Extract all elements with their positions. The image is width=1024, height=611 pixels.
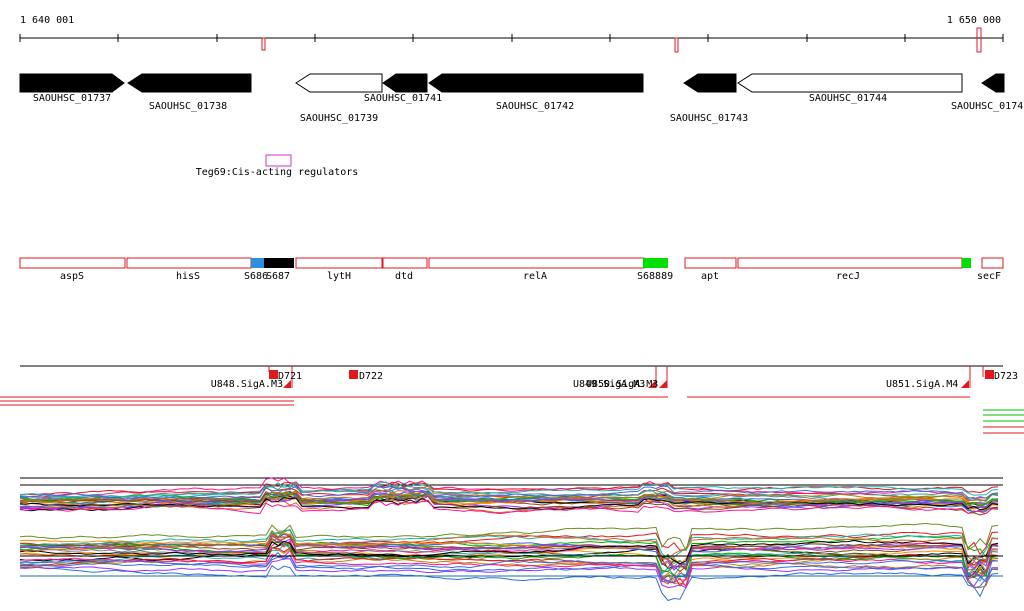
regulator-label: Teg69:Cis-acting regulators: [196, 167, 359, 178]
ruler-start-label: 1 640 001: [20, 15, 74, 26]
gene-arrow[interactable]: [295, 73, 383, 93]
expression-profile-line: [19, 543, 999, 578]
expression-profile-line: [19, 477, 999, 501]
expression-profile-line: [19, 534, 999, 571]
gene-label: SAOUHSC_01741: [364, 93, 442, 104]
gene-label: SAOUHSC_01742: [496, 101, 574, 112]
promoter-label: D722: [359, 371, 383, 382]
expression-profile-line: [19, 564, 999, 602]
ruler: 1 640 001 1 650 000: [19, 15, 1004, 53]
segment-black[interactable]: [264, 258, 294, 268]
operon-box[interactable]: [737, 257, 963, 269]
gene-label: SAOUHSC_0174: [951, 101, 1023, 112]
sigma-site-label: U851.SigA.M4: [886, 379, 958, 390]
operon-label: apt: [701, 271, 719, 282]
promoter-marker[interactable]: [985, 370, 994, 379]
operon-label: S686: [244, 271, 268, 282]
gene-arrow[interactable]: [981, 73, 1005, 93]
operon-label: relA: [523, 271, 547, 282]
expression-profile-line: [19, 485, 999, 504]
sigma-site-marker[interactable]: [961, 380, 969, 388]
promoter-label: D721: [278, 371, 302, 382]
regulator-box[interactable]: [265, 154, 292, 167]
expression-profile-line: [20, 533, 999, 562]
segment-blue[interactable]: [251, 258, 264, 268]
sigma-site-label: U848.SigA.M3: [211, 379, 283, 390]
expression-profile-line: [19, 549, 999, 588]
operon-label: S687: [266, 271, 290, 282]
ruler-markers: [261, 27, 982, 53]
operon-label: lytH: [327, 271, 351, 282]
expression-profile-line: [19, 491, 999, 507]
operon-label: recJ: [836, 271, 860, 282]
expression-profile-line: [19, 492, 998, 512]
expression-profile-line: [19, 539, 999, 565]
operon-box[interactable]: [981, 257, 1004, 269]
operon-box[interactable]: [684, 257, 737, 269]
operon-box[interactable]: [295, 257, 383, 269]
operon-label: secF: [977, 271, 1001, 282]
ruler-end-label: 1 650 000: [947, 15, 1001, 26]
expression-profiles-upper: [19, 477, 999, 516]
gene-arrow[interactable]: [428, 73, 644, 93]
promoter-label: D723: [994, 371, 1018, 382]
operon-box[interactable]: [19, 257, 126, 269]
expression-profile-line: [19, 554, 999, 583]
gene-arrow[interactable]: [737, 73, 963, 93]
gene-track: SAOUHSC_01737 SAOUHSC_01738 SAOUHSC_0173…: [19, 73, 1023, 124]
operon-track: aspS hisS S686 S687 lytH dtd relA S68889…: [19, 257, 1004, 282]
expression-profile-line: [19, 528, 999, 562]
operon-box[interactable]: [428, 257, 645, 269]
segment-green[interactable]: [962, 258, 971, 268]
expression-profile-line: [19, 484, 999, 500]
promoter-marker[interactable]: [269, 370, 278, 379]
gene-label: SAOUHSC_01743: [670, 113, 748, 124]
gene-label: SAOUHSC_01739: [300, 113, 378, 124]
operon-label: dtd: [395, 271, 413, 282]
sigma-site-label: U850.SigA.M3: [586, 379, 658, 390]
promoter-track: D721 D722 D723 U848.SigA.M3 U849.SigA.M3…: [0, 365, 1024, 434]
expression-profile-line: [19, 499, 999, 515]
gene-arrow[interactable]: [127, 73, 252, 93]
sigma-site-marker[interactable]: [659, 380, 667, 388]
expression-profile-line: [19, 532, 999, 570]
operon-box[interactable]: [126, 257, 252, 269]
operon-label: hisS: [176, 271, 200, 282]
gene-label: SAOUHSC_01737: [33, 93, 111, 104]
sigma-site-marker[interactable]: [648, 380, 656, 388]
gene-arrow[interactable]: [19, 73, 125, 93]
gene-label: SAOUHSC_01738: [149, 101, 227, 112]
regulator-track: Teg69:Cis-acting regulators: [196, 154, 359, 178]
gene-label: SAOUHSC_01744: [809, 93, 887, 104]
expression-profile-line: [19, 522, 999, 552]
ruler-ticks: [19, 34, 1004, 42]
sigma-site-marker[interactable]: [283, 380, 291, 388]
sigma-site-label: U849.SigA.M3: [573, 379, 645, 390]
gene-arrow[interactable]: [382, 73, 428, 93]
expression-profile-line: [19, 481, 999, 496]
operon-label: S68889: [637, 271, 673, 282]
expression-profiles-lower: [19, 522, 999, 602]
operon-label: aspS: [60, 271, 84, 282]
expression-profile-line: [20, 483, 999, 508]
expression-profile-line: [19, 551, 999, 589]
operon-box[interactable]: [382, 257, 428, 269]
segment-green[interactable]: [643, 258, 668, 268]
expression-profile-line: [19, 481, 999, 498]
gene-arrow[interactable]: [683, 73, 737, 93]
expression-profile-line: [19, 491, 999, 506]
promoter-marker[interactable]: [349, 370, 358, 379]
expression-profile-line: [19, 540, 999, 578]
expression-track: [19, 477, 1003, 602]
